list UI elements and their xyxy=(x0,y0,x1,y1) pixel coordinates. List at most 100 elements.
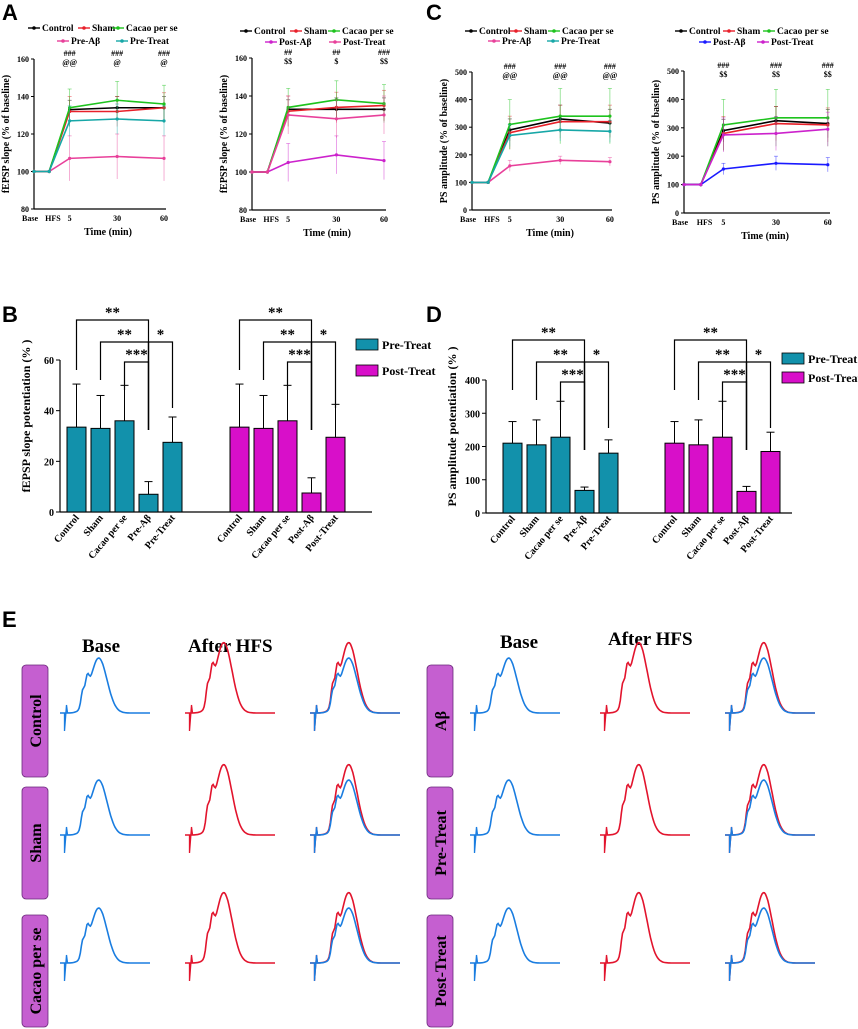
base-trace xyxy=(725,907,815,964)
x-axis-title: Time (min) xyxy=(741,231,789,242)
y-tick-label: 120 xyxy=(17,130,29,139)
significance-mark: ### xyxy=(111,49,123,58)
bar xyxy=(550,436,571,514)
base-trace xyxy=(60,779,150,836)
y-tick-label: 160 xyxy=(17,55,29,64)
y-axis-title: fEPSP slope (% of baseline) xyxy=(1,75,12,193)
row-label-box xyxy=(426,664,454,778)
data-point xyxy=(382,159,386,163)
legend-label: Post-Treat xyxy=(343,38,386,48)
legend-marker xyxy=(82,26,86,30)
legend-label: Pre-Treat xyxy=(130,37,170,47)
significance-stars: ** xyxy=(117,327,132,343)
y-tick-label: 300 xyxy=(455,123,467,132)
bar xyxy=(325,436,346,513)
data-point xyxy=(286,113,290,117)
hfs-trace xyxy=(600,891,690,964)
bar xyxy=(502,442,523,514)
y-axis-title: fEPSP slope (% of baseline) xyxy=(219,75,230,193)
panel-label-e: E xyxy=(2,607,17,632)
significance-mark: $$ xyxy=(719,70,727,79)
base-trace xyxy=(470,657,560,714)
trace-row-a-: Aβ xyxy=(426,641,815,778)
legend-marker xyxy=(727,29,731,33)
significance-bracket xyxy=(745,361,772,450)
hfs-trace xyxy=(185,641,275,714)
significance-mark: $$ xyxy=(824,70,832,79)
x-tick-label: 60 xyxy=(160,214,168,223)
significance-mark: ### xyxy=(158,49,170,58)
data-point xyxy=(486,180,490,184)
bar xyxy=(162,441,183,513)
significance-mark: @ xyxy=(113,58,121,67)
hfs-trace xyxy=(600,763,690,836)
legend-label: Post-Treat xyxy=(382,364,436,378)
data-point xyxy=(682,183,686,187)
series-line xyxy=(252,114,385,173)
y-tick-label: 300 xyxy=(667,124,679,133)
data-point xyxy=(826,127,830,131)
y-tick-label: 100 xyxy=(235,168,247,177)
significance-stars: ** xyxy=(703,325,718,341)
legend-label: Control xyxy=(254,27,286,37)
y-tick-label: 0 xyxy=(463,206,467,215)
bar xyxy=(712,436,733,514)
y-tick-label: 300 xyxy=(465,409,480,420)
x-tick-label: 30 xyxy=(332,215,340,224)
significance-mark: ### xyxy=(64,49,76,58)
stimulus-artifact xyxy=(63,704,69,732)
legend-marker xyxy=(552,29,556,33)
legend-label: Pre-Treat xyxy=(808,352,857,366)
base-trace xyxy=(310,907,400,964)
significance-stars: * xyxy=(157,327,165,343)
y-tick-label: 60 xyxy=(44,356,54,367)
base-trace xyxy=(60,907,150,964)
y-axis-title: PS amplitude (% of baseline) xyxy=(651,80,662,204)
legend-marker xyxy=(244,29,248,33)
row-label: Aβ xyxy=(433,711,450,731)
significance-bracket xyxy=(673,339,748,450)
y-tick-label: 400 xyxy=(465,376,480,387)
legend-label: Sham xyxy=(304,27,327,37)
y-tick-label: 100 xyxy=(667,181,679,190)
y-tick-label: 20 xyxy=(44,457,54,468)
x-tick-label: Base xyxy=(672,218,688,227)
data-point xyxy=(162,119,166,123)
row-label-box xyxy=(426,786,454,900)
base-trace xyxy=(470,907,560,964)
y-tick-label: 200 xyxy=(455,151,467,160)
stimulus-artifact xyxy=(63,826,69,854)
data-point xyxy=(115,98,119,102)
stimulus-artifact xyxy=(603,704,609,732)
bar-chart-d: 0 100 200 300 400 PS amplitude potentiation (… xyxy=(445,325,858,562)
legend-label: Cacao per se xyxy=(562,27,614,37)
stimulus-artifact xyxy=(313,704,319,732)
bar xyxy=(736,490,757,514)
y-tick-label: 100 xyxy=(17,168,29,177)
x-tick-label: 5 xyxy=(508,215,512,224)
line-chart-c1: 0 100 200 300 400 500 Base HFS 5 30 60 Time (min) PS… xyxy=(439,27,618,239)
significance-stars: *** xyxy=(723,367,746,383)
significance-bracket xyxy=(583,361,610,450)
significance-stars: * xyxy=(755,347,763,363)
y-tick-label: 40 xyxy=(44,407,54,418)
stimulus-artifact xyxy=(603,826,609,854)
bar xyxy=(664,442,685,514)
y-tick-label: 400 xyxy=(455,96,467,105)
significance-mark: ### xyxy=(770,61,782,70)
x-axis-title: Time (min) xyxy=(526,228,574,239)
data-point xyxy=(470,180,474,184)
base-trace xyxy=(725,657,815,714)
data-point xyxy=(286,160,290,165)
stimulus-artifact xyxy=(188,954,194,982)
hfs-trace xyxy=(310,891,400,964)
y-tick-label: 100 xyxy=(465,476,480,487)
legend-marker xyxy=(767,29,771,33)
stimulus-artifact xyxy=(473,954,479,982)
legend-label: Post-Treat xyxy=(808,371,858,385)
significance-stars: *** xyxy=(561,367,584,383)
hfs-trace xyxy=(725,763,815,836)
y-tick-label: 140 xyxy=(17,93,29,102)
legend-marker xyxy=(269,40,273,44)
legend-marker xyxy=(61,39,65,43)
